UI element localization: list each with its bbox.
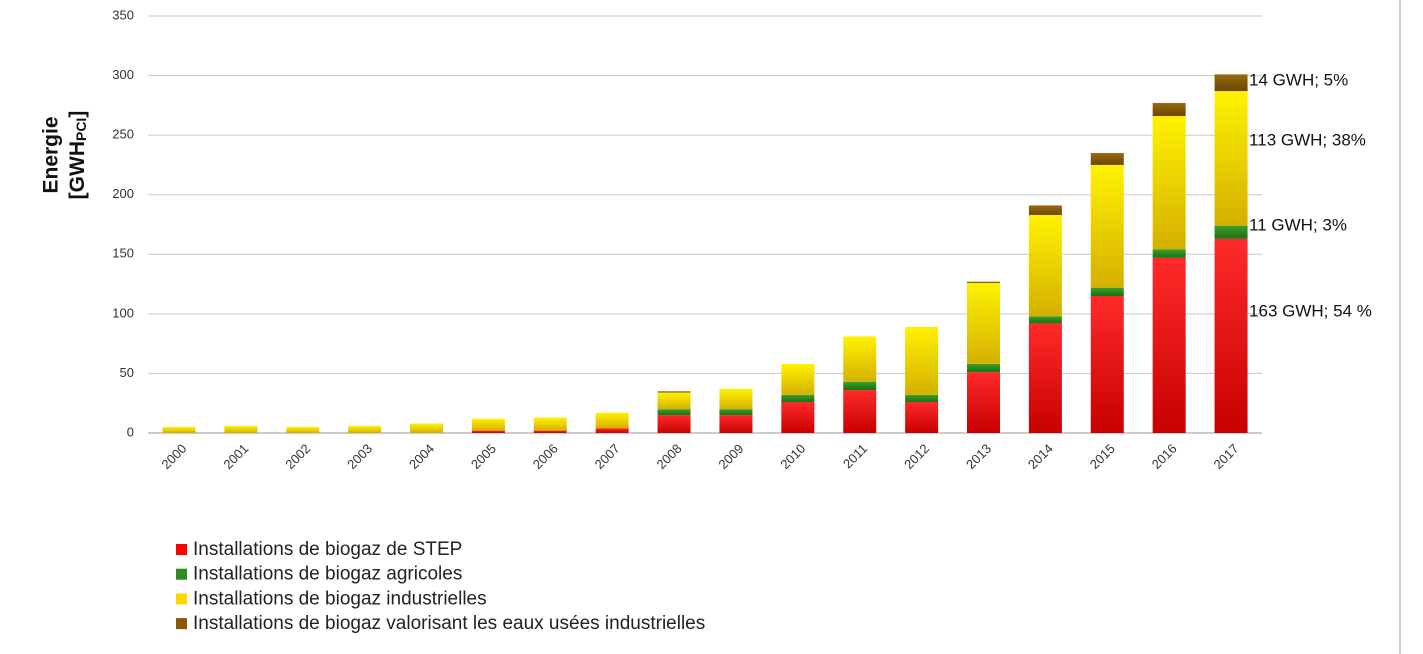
x-tick-label: 2011 — [840, 441, 870, 471]
x-tick-label: 2008 — [654, 441, 685, 472]
unit-part: [GWH — [66, 141, 89, 199]
x-tick-label: 2014 — [1025, 441, 1056, 472]
unit-part: ] — [66, 111, 89, 118]
bar-segment — [719, 415, 753, 433]
bar-segment — [224, 425, 258, 433]
y-tick-label: 150 — [112, 246, 134, 261]
y-tick-label: 350 — [112, 7, 134, 22]
bar-segment — [843, 381, 877, 391]
y-tick-label: 200 — [112, 186, 134, 201]
bar-segment — [1152, 102, 1186, 117]
legend-label: Installations de biogaz agricoles — [193, 564, 462, 585]
bar-segment — [471, 430, 505, 433]
bar-segment — [595, 428, 629, 433]
x-tick-label: 2003 — [344, 441, 375, 472]
x-tick-label: 2016 — [1149, 441, 1180, 472]
x-tick-label: 2007 — [592, 441, 623, 472]
bar-segment — [781, 394, 815, 403]
legend-swatch — [176, 593, 187, 605]
bar-segment — [781, 402, 815, 433]
annotation: 14 GWH; 5% — [1249, 70, 1348, 89]
bar-segment — [410, 423, 443, 433]
legend-swatch — [176, 568, 187, 580]
x-tick-label: 2010 — [777, 441, 808, 472]
x-tick-label: 2006 — [530, 441, 561, 472]
x-tick-label: 2017 — [1211, 441, 1242, 472]
y-tick-label: 50 — [120, 365, 134, 380]
bar-segment — [1214, 91, 1248, 226]
annotation: 11 GWH; 3% — [1249, 215, 1347, 234]
bar-segment — [905, 326, 939, 395]
annotation: 113 GWH; 38% — [1249, 130, 1366, 149]
x-tick-label: 2004 — [406, 441, 437, 472]
bar-segment — [843, 336, 877, 382]
bar-segment — [286, 427, 320, 433]
bar-segment — [967, 281, 1000, 283]
bar-segment — [905, 402, 939, 433]
bar-segment — [905, 394, 939, 403]
bar-segment — [348, 425, 382, 433]
legend-label: Installations de biogaz industrielles — [193, 588, 487, 609]
bar-segment — [595, 412, 629, 429]
bar-segment — [162, 427, 196, 433]
bar-segment — [781, 363, 815, 395]
legend-swatch — [176, 618, 187, 630]
bar-segment — [1152, 249, 1186, 258]
bar-segment — [657, 409, 691, 416]
y-axis-title: Energie — [40, 116, 63, 193]
bar-segment — [1214, 74, 1248, 92]
y-axis-unit: [GWHPCI] — [66, 111, 89, 200]
bar-segment — [1214, 225, 1248, 239]
bar-segment — [1028, 214, 1062, 317]
unit-sub: PCI — [73, 118, 89, 141]
y-tick-label: 0 — [127, 424, 134, 439]
bar-segment — [533, 430, 567, 433]
bar-segment — [471, 418, 505, 431]
bar-segment — [1090, 295, 1124, 433]
legend-swatch — [176, 544, 187, 555]
bar-segment — [1028, 323, 1062, 433]
bar-segment — [719, 388, 753, 410]
annotation: 163 GWH; 54 % — [1249, 301, 1372, 320]
bar-segment — [1028, 316, 1062, 324]
bar-segment — [1152, 116, 1186, 250]
bar-segment — [1152, 257, 1186, 433]
y-tick-label: 100 — [112, 305, 134, 320]
legend-label: Installations de biogaz valorisant les e… — [193, 613, 705, 634]
bar-segment — [1028, 205, 1062, 215]
bar-segment — [719, 409, 753, 416]
bar-segment — [657, 391, 691, 393]
bar-segment — [657, 392, 691, 410]
x-tick-label: 2000 — [158, 441, 189, 472]
bar-segment — [967, 372, 1000, 433]
bar-segment — [1214, 238, 1248, 433]
x-tick-label: 2002 — [282, 441, 313, 472]
bar-segment — [1090, 287, 1124, 296]
x-tick-label: 2009 — [715, 441, 746, 472]
x-tick-label: 2005 — [468, 441, 499, 472]
bar-segment — [967, 282, 1000, 364]
y-tick-label: 250 — [112, 127, 134, 142]
legend-label: Installations de biogaz de STEP — [193, 539, 462, 560]
y-tick-label: 300 — [112, 67, 134, 82]
bar-segment — [657, 415, 691, 433]
x-tick-label: 2001 — [220, 441, 251, 472]
x-tick-label: 2013 — [963, 441, 994, 472]
bar-segment — [843, 390, 877, 433]
bar-segment — [533, 417, 567, 431]
x-tick-label: 2015 — [1087, 441, 1118, 472]
x-tick-label: 2012 — [901, 441, 932, 472]
bar-segment — [967, 363, 1000, 373]
bar-segment — [1090, 164, 1124, 288]
bar-segment — [1090, 153, 1124, 165]
